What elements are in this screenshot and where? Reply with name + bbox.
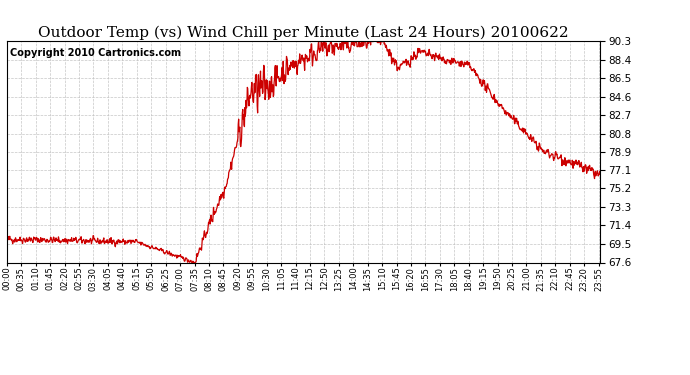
Text: Copyright 2010 Cartronics.com: Copyright 2010 Cartronics.com	[10, 48, 181, 58]
Title: Outdoor Temp (vs) Wind Chill per Minute (Last 24 Hours) 20100622: Outdoor Temp (vs) Wind Chill per Minute …	[38, 26, 569, 40]
